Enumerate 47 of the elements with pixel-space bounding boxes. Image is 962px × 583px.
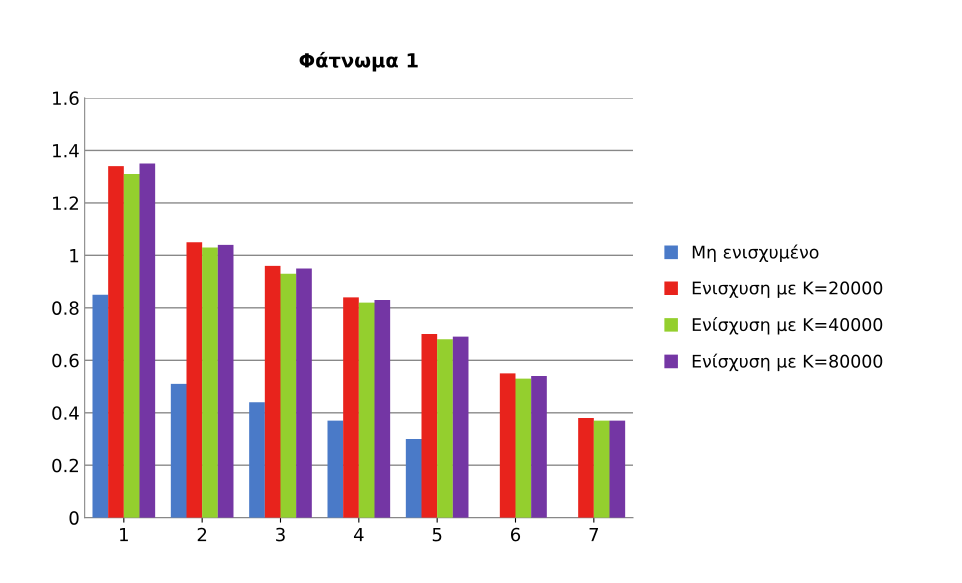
x-tick-label: 3 <box>276 528 285 542</box>
bar <box>578 418 594 518</box>
bar <box>170 384 186 518</box>
y-tick-label: 0.8 <box>52 301 79 315</box>
bar <box>437 339 453 518</box>
y-tick-label: 0.6 <box>52 354 79 368</box>
bar <box>124 174 140 518</box>
y-tick-label: 1.6 <box>53 91 79 106</box>
bar <box>343 297 359 518</box>
bar <box>186 242 202 518</box>
x-tick-label: 7 <box>590 528 598 542</box>
legend-label: Ενισχυση με Κ=20000 <box>692 281 882 298</box>
bar <box>406 439 422 518</box>
y-tick-label: 0 <box>70 511 79 525</box>
y-tick-label: 0.4 <box>52 406 79 420</box>
bar <box>500 373 516 518</box>
legend-label: Ενίσχυση με Κ=40000 <box>692 317 882 335</box>
bar <box>139 164 156 518</box>
bar <box>531 376 547 518</box>
legend-label: Ενίσχυση με Κ=80000 <box>692 354 882 372</box>
legend-label: Μη ενισχυμένο <box>692 244 818 262</box>
bar <box>108 166 124 518</box>
y-tick-label: 0.2 <box>52 458 78 472</box>
bar <box>296 268 312 518</box>
y-tick-label: 1 <box>70 249 78 262</box>
bar <box>249 402 265 518</box>
bar <box>515 378 532 518</box>
y-tick-label: 1.2 <box>53 196 78 210</box>
bar <box>92 294 108 518</box>
bar <box>280 274 296 518</box>
bar <box>452 336 468 518</box>
x-tick-label: 5 <box>432 528 442 542</box>
bar <box>609 420 626 518</box>
x-tick-label: 6 <box>511 528 520 542</box>
x-tick-label: 1 <box>120 528 128 542</box>
bar <box>327 420 344 518</box>
bar <box>264 266 280 518</box>
bar <box>374 300 390 518</box>
bar <box>421 334 438 518</box>
x-tick-label: 4 <box>354 528 364 542</box>
bar <box>594 420 610 518</box>
bar <box>202 247 218 518</box>
bar <box>218 244 234 518</box>
chart-title: Φάτνωμα 1 <box>300 52 418 72</box>
bar <box>358 302 374 518</box>
y-tick-label: 1.4 <box>53 144 79 158</box>
x-tick-label: 2 <box>198 528 206 542</box>
